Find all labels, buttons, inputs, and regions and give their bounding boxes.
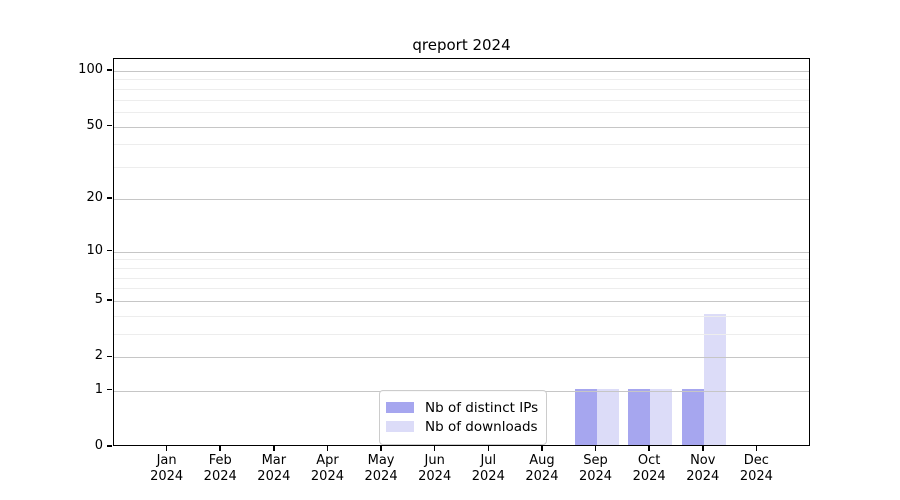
y-axis-tick-label: 10: [86, 242, 103, 258]
y-axis-tick-label: 50: [86, 117, 103, 133]
x-tick-year: 2024: [686, 469, 720, 484]
y-axis-tick: [107, 445, 112, 447]
x-tick-month: Jun: [424, 453, 445, 468]
x-tick-year: 2024: [525, 469, 559, 484]
bar-distinct-ips: [681, 388, 704, 445]
x-tick-month: Aug: [529, 453, 555, 468]
legend-swatch: [386, 421, 414, 432]
legend-box: Nb of distinct IPs Nb of downloads: [379, 390, 547, 445]
chart-title: qreport 2024: [412, 36, 511, 54]
gridline-minor: [114, 277, 809, 279]
x-axis-tick: [755, 446, 758, 451]
gridline-minor: [114, 99, 809, 101]
x-axis-tick: [594, 446, 597, 451]
x-tick-year: 2024: [418, 469, 452, 484]
x-tick-month: May: [367, 453, 395, 468]
y-axis-tick-label: 0: [94, 438, 103, 453]
x-tick-year: 2024: [257, 469, 291, 484]
x-axis-tick: [487, 446, 490, 451]
gridline-minor: [114, 259, 809, 261]
gridline-minor: [114, 167, 809, 169]
legend-entry-label: Nb of distinct IPs: [425, 399, 539, 416]
x-axis-tick-label: Dec 2024: [716, 453, 796, 485]
y-axis-tick: [107, 249, 112, 252]
gridline-major: [114, 126, 809, 128]
x-axis-tick-label: Jul 2024: [448, 453, 528, 485]
bar-distinct-ips: [574, 388, 597, 445]
x-axis-tick-label: Nov 2024: [663, 453, 743, 485]
gridline-major: [114, 301, 809, 303]
x-tick-month: Jul: [480, 453, 497, 468]
x-tick-month: Dec: [743, 453, 769, 468]
x-axis-tick: [380, 446, 382, 451]
gridline-major: [114, 70, 809, 72]
x-tick-year: 2024: [203, 469, 237, 484]
x-tick-year: 2024: [364, 469, 398, 484]
x-tick-month: Apr: [316, 453, 339, 468]
y-axis-tick: [107, 388, 112, 391]
x-axis-tick-label: Mar 2024: [234, 453, 314, 485]
x-tick-year: 2024: [578, 469, 613, 484]
x-tick-month: Feb: [208, 453, 232, 468]
gridline-minor: [114, 267, 809, 269]
x-axis-tick: [433, 446, 436, 451]
x-tick-month: Oct: [637, 453, 661, 468]
x-axis-tick-label: Sep 2024: [556, 453, 636, 485]
y-axis-tick: [107, 299, 112, 301]
y-axis-tick: [107, 124, 112, 127]
x-axis-tick-label: Aug 2024: [502, 453, 582, 485]
gridline-minor: [114, 315, 809, 317]
y-axis-tick-label: 1: [94, 381, 103, 397]
x-tick-year: 2024: [150, 469, 184, 484]
legend-swatch: [386, 402, 414, 413]
x-axis-tick-label: Jan 2024: [127, 453, 207, 485]
legend-entry: Nb of downloads: [386, 418, 538, 435]
bar-distinct-ips: [628, 388, 651, 445]
x-axis-tick: [165, 446, 168, 451]
x-tick-year: 2024: [471, 469, 505, 484]
x-tick-month: Sep: [583, 453, 608, 468]
bar-downloads: [596, 388, 619, 445]
x-axis-tick: [326, 446, 329, 451]
y-axis-tick-label: 5: [94, 292, 103, 308]
x-axis-tick: [219, 446, 221, 451]
x-tick-month: Jan: [156, 453, 177, 468]
legend-entry-label: Nb of downloads: [425, 418, 538, 435]
bar-downloads: [703, 313, 726, 445]
legend-entry: Nb of distinct IPs: [386, 399, 538, 416]
x-tick-month: Nov: [690, 453, 716, 468]
x-axis-tick-label: Oct 2024: [609, 453, 689, 485]
gridline-major: [114, 251, 809, 253]
y-axis-tick-label: 2: [94, 348, 103, 364]
x-tick-year: 2024: [310, 469, 344, 484]
x-axis-tick-label: Jun 2024: [395, 453, 475, 485]
gridline-minor: [114, 79, 809, 81]
gridline-minor: [114, 88, 809, 90]
x-axis-tick: [702, 446, 704, 451]
gridline-major: [114, 198, 809, 200]
y-axis-tick-label: 100: [78, 61, 103, 77]
bar-downloads: [650, 388, 673, 445]
x-axis-tick: [541, 446, 543, 451]
gridline-minor: [114, 144, 809, 146]
y-axis-tick: [107, 69, 112, 71]
gridline-major: [114, 357, 809, 359]
x-axis-tick: [273, 446, 275, 451]
gridline-minor: [114, 334, 809, 336]
y-axis-tick-label: 20: [86, 189, 103, 205]
plot-area: Nb of distinct IPs Nb of downloads: [113, 58, 810, 446]
gridline-minor: [114, 288, 809, 290]
x-tick-year: 2024: [632, 469, 666, 484]
x-axis-tick-label: Apr 2024: [287, 453, 367, 485]
gridline-minor: [114, 112, 809, 114]
x-tick-month: Mar: [261, 453, 287, 468]
y-axis-tick: [107, 197, 112, 199]
x-tick-year: 2024: [739, 469, 773, 484]
y-axis-tick: [107, 355, 112, 358]
x-axis-tick-label: Feb 2024: [180, 453, 260, 485]
x-axis-tick-label: May 2024: [341, 453, 421, 485]
x-axis-tick: [648, 446, 650, 451]
